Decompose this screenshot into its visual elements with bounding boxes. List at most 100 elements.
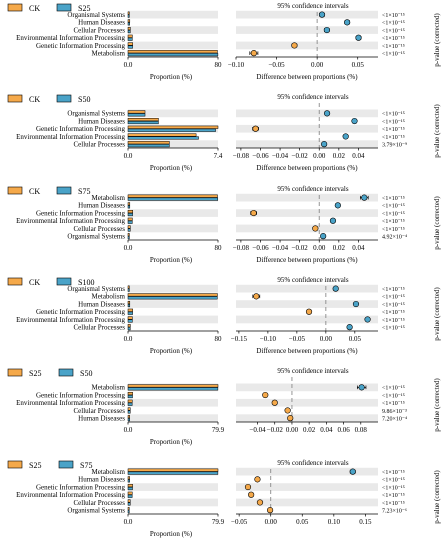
category-label: Cellular Processes: [73, 407, 125, 415]
bar-band: [128, 414, 218, 422]
ci-point: [262, 391, 269, 399]
ci-x-tick-label: −0.05: [289, 335, 306, 343]
category-label: Cellular Processes: [73, 323, 125, 331]
ci-x-label: Difference between proportions (%): [256, 73, 358, 81]
p-value: <1×10⁻¹⁵: [382, 21, 405, 27]
category-label: Environmental Information Processing: [16, 34, 125, 42]
p-value: <1×10⁻¹⁵: [382, 325, 405, 331]
ci-x-tick-label: −0.10: [228, 61, 245, 69]
bar-s25: [127, 476, 130, 480]
ci-point: [321, 141, 328, 148]
bar-s50: [127, 387, 219, 391]
bar-ck: [127, 110, 146, 114]
ci-point: [271, 399, 278, 406]
ci-band: [236, 483, 378, 491]
bar-s50: [127, 128, 216, 132]
ci-title: 95% confidence intervals: [277, 367, 348, 375]
ci-point: [364, 316, 371, 323]
p-value: <1×10⁻¹⁵: [382, 501, 405, 507]
ci-point: [305, 308, 313, 315]
bar-s25: [127, 37, 133, 41]
ci-x-tick-label: −0.08: [233, 244, 250, 252]
p-value: 7.20×10⁻⁴: [382, 416, 407, 422]
legend-swatch-a: [7, 460, 23, 469]
bar-ck: [127, 225, 131, 229]
ci-point: [318, 11, 326, 18]
bar-x-tick-label: 0.0: [124, 152, 133, 160]
ci-band: [236, 124, 378, 133]
category-label: Metabolism: [92, 468, 126, 476]
ci-point: [320, 233, 327, 240]
category-label: Genetic Information Processing: [36, 209, 126, 217]
bar-band: [128, 498, 218, 507]
category-label: Metabolism: [92, 293, 126, 301]
bar-ck: [127, 42, 133, 46]
category-label: Human Diseases: [78, 117, 125, 125]
ci-x-label: Difference between proportions (%): [256, 256, 358, 264]
legend-swatch-a: [7, 3, 23, 12]
panel-5: S25 S50 95% confidence intervals Metabolism…: [7, 367, 441, 446]
bar-s50: [127, 418, 130, 422]
bar-x-tick-label: 7.4: [214, 152, 223, 160]
p-value: <1×10⁻¹⁵: [382, 211, 405, 217]
pvalue-axis-label: p-value (corrected): [433, 287, 441, 341]
bar-ck: [127, 324, 131, 328]
p-value: 3.79×10⁻⁹: [382, 142, 407, 148]
p-value: <1×10⁻¹⁵: [382, 401, 405, 407]
bar-ck: [127, 233, 130, 237]
bar-ck: [127, 308, 133, 312]
ci-x-tick-label: −0.06: [252, 152, 269, 160]
bar-s50: [127, 395, 133, 399]
bar-ck: [127, 11, 130, 15]
category-label: Genetic Information Processing: [36, 483, 126, 491]
ci-x-tick-label: 0.02: [303, 426, 316, 434]
bar-s50: [127, 410, 131, 414]
ci-x-tick-label: 0.00: [286, 426, 299, 434]
ci-title: 95% confidence intervals: [277, 459, 348, 467]
ci-x-tick-label: 0.08: [355, 426, 368, 434]
bar-s100: [127, 288, 130, 292]
ci-x-label: Difference between proportions (%): [256, 347, 358, 355]
bar-s50: [127, 402, 133, 406]
bar-x-tick-label: 0.0: [124, 518, 133, 526]
ci-band: [236, 383, 378, 392]
bar-x-tick-label: 0.0: [124, 61, 133, 69]
bar-s50: [127, 113, 146, 117]
bar-band: [128, 10, 218, 19]
bar-ck: [127, 118, 159, 122]
pvalue-axis-label: p-value (corrected): [433, 196, 441, 250]
legend-label-b: S100: [78, 278, 94, 287]
bar-s75: [127, 471, 219, 475]
bar-s75: [127, 510, 130, 514]
bar-s25: [127, 384, 219, 388]
p-value: <1×10⁻¹⁵: [382, 470, 405, 476]
bar-band: [128, 284, 218, 293]
p-value: <1×10⁻¹⁵: [382, 135, 405, 141]
p-value: <1×10⁻¹⁵: [382, 36, 405, 42]
ci-title: 95% confidence intervals: [277, 93, 348, 101]
p-value: <1×10⁻¹⁵: [382, 196, 405, 202]
category-label: Environmental Information Processing: [16, 316, 125, 324]
legend-label-a: S25: [29, 461, 41, 470]
legend-label-a: CK: [29, 95, 40, 104]
legend-label-b: S50: [80, 369, 92, 378]
ci-x-tick-label: 0.15: [359, 518, 372, 526]
category-label: Organismal Systems: [67, 232, 125, 240]
ci-point: [312, 225, 319, 232]
legend-label-a: CK: [29, 187, 40, 196]
bar-ck: [127, 19, 131, 23]
legend-swatch-a: [7, 94, 23, 103]
bar-s25: [127, 45, 133, 49]
category-label: Human Diseases: [78, 414, 125, 422]
ci-band: [236, 41, 378, 50]
bar-ck: [127, 50, 218, 54]
category-label: Genetic Information Processing: [36, 125, 126, 133]
bar-s75: [127, 213, 133, 217]
ci-x-tick-label: −0.02: [292, 152, 309, 160]
category-label: Genetic Information Processing: [36, 42, 126, 50]
bar-band: [128, 315, 218, 324]
ci-x-tick-label: 0.05: [349, 335, 362, 343]
bar-x-tick-label: 0.0: [124, 426, 133, 434]
p-value: <1×10⁻¹⁵: [382, 227, 405, 233]
bar-s100: [127, 311, 133, 315]
